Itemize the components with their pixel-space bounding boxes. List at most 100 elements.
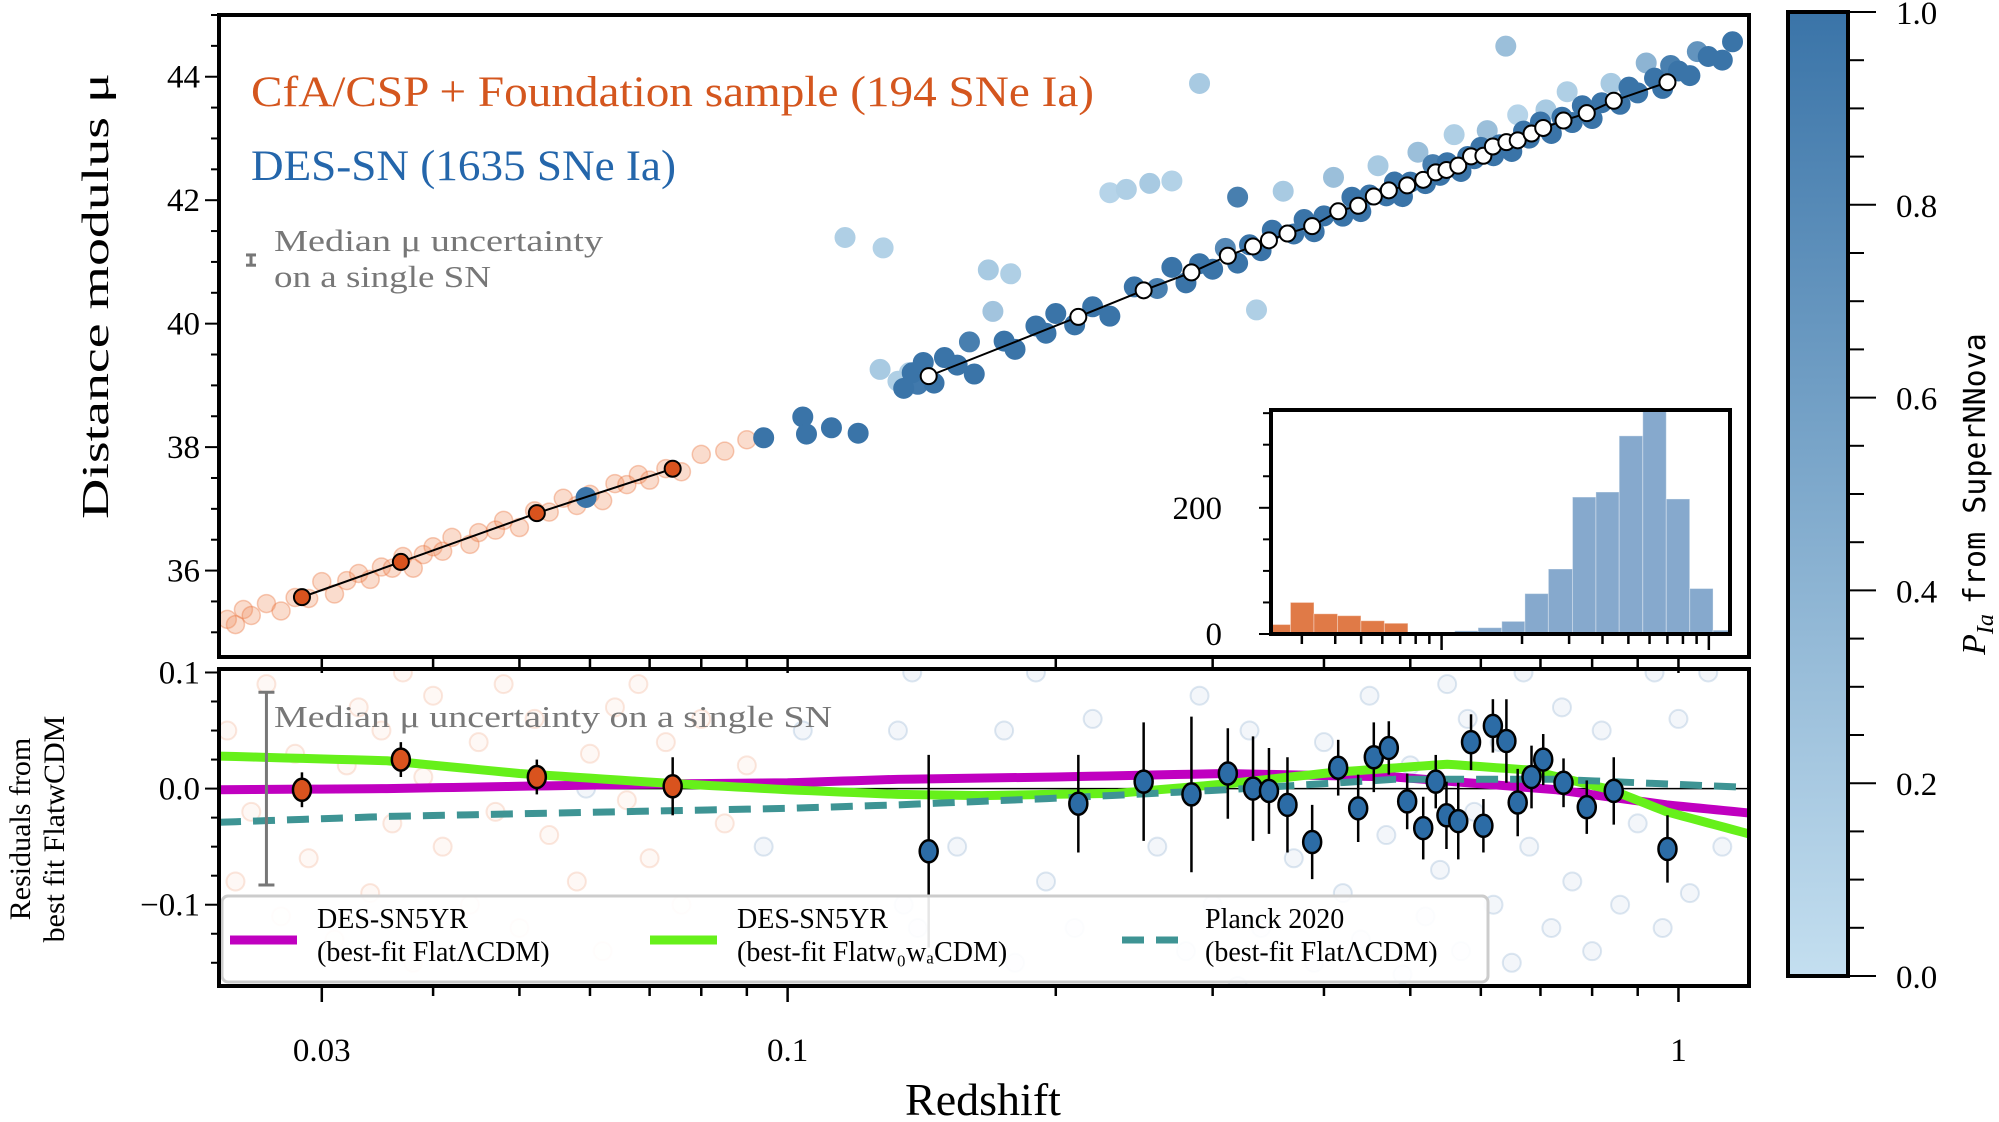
top-panel-frame [217,13,1751,659]
des-binned-residual-point [1603,778,1625,804]
des-sn-point [1495,35,1517,57]
model-curve-des-lcdm [219,769,1749,818]
des-histogram-bar [1618,435,1644,634]
lowz-sn-residual [432,836,453,857]
des-binned-residual-point [1496,728,1517,754]
des-sn-point [869,358,891,380]
colorbar-tick-label: 0.4 [1896,574,1937,610]
des-sn-residual [1644,669,1665,683]
residual-y-tick-label: 0.0 [159,772,200,808]
lowz-sn-residual [566,871,587,892]
legend-label-des-lcdm: DES-SN5YR [317,904,468,935]
des-sn-point [982,300,1004,322]
des-binned-point [1303,217,1322,236]
des-sn-residual [1025,669,1046,683]
lowz-sn-point [493,510,514,531]
hubble-diagram-panel: CfA/CSP + Foundation sample (194 SNe Ia)… [75,13,1751,673]
des-binned-residual-point [1301,829,1323,855]
des-histogram-bar [1689,588,1714,634]
des-sn-point [1722,31,1744,53]
des-binned-point [1278,224,1297,243]
des-binned-point [1364,187,1383,206]
des-binned-residual-point [1068,791,1089,816]
colorbar-tick-label: 0.2 [1896,767,1937,803]
des-sn-point [1367,155,1389,177]
des-histogram-bar [1524,593,1549,634]
des-sn-residual [902,669,923,683]
des-sample-label: DES-SN (1635 SNe Ia) [251,143,676,190]
des-binned-point [1604,91,1623,110]
des-binned-residual-point [1181,782,1202,807]
lowz-binned-residual-point [662,774,683,799]
inset-y-tick-label: 0 [1206,617,1223,653]
des-sn-point [1115,178,1137,200]
lowz-binned-point [527,504,546,523]
median-uncertainty-label-line2: on a single SN [274,259,491,294]
top-y-tick-label: 42 [167,183,200,219]
colorbar-gradient [1786,10,1850,978]
des-sn-point [1227,186,1249,208]
lowz-sn-point [256,593,277,614]
lowz-sn-point [219,609,238,630]
lowz-sn-residual [392,669,413,683]
legend: DES-SN5YR (best-fit FlatΛCDM) DES-SN5YR … [220,894,1490,984]
colorbar-tick-label: 0.6 [1896,382,1937,418]
lowz-sn-residual [493,674,514,695]
colorbar-ticks: 0.0 0.2 0.4 0.6 0.8 1.0 [1848,0,1937,996]
des-sn-residual [1430,859,1451,880]
inset-axes: 0 200 [1173,412,1711,653]
des-sn-point [1099,305,1121,327]
lowz-sn-residual [639,848,660,869]
des-binned-residual-point [1482,713,1504,739]
des-sn-point [753,427,775,449]
des-sn-residual [887,720,908,741]
des-sn-residual [1147,836,1168,857]
des-binned-point [1069,307,1088,326]
des-binned-point [919,367,938,386]
des-sn-point [1679,65,1701,87]
lowz-sn-residual [298,848,319,869]
des-sn-point [1000,263,1022,285]
lowz-sn-residual [655,732,676,753]
des-sn-point [1045,302,1067,324]
des-binned-residual-point [1460,729,1482,755]
lowz-sn-residual [225,871,246,892]
lowz-sn-residual [736,755,757,776]
des-sn-point [1161,256,1183,278]
des-binned-point [1577,104,1596,123]
des-binned-residual-point [1347,796,1369,821]
des-sn-residual [1541,917,1562,938]
des-sn-residual [1610,894,1631,915]
des-binned-point [1259,231,1278,250]
lowz-sn-point [233,599,254,620]
des-binned-residual-point [1507,790,1528,815]
des-histogram-bar [1572,496,1597,634]
des-sn-residual [947,836,968,857]
residual-panel: Median μ uncertainty on a single SN DES-… [4,655,1751,1069]
des-binned-residual-point [1553,770,1574,796]
des-sn-point [1189,72,1211,94]
des-sn-residual [1376,825,1397,846]
colorbar-label-subscript: Ia [1973,614,1999,635]
lowz-sn-point [460,534,480,555]
des-sn-point [1556,81,1578,103]
des-sn-residual [1457,708,1478,729]
des-binned-residual-point [1133,769,1154,794]
des-sn-residual [1627,813,1648,834]
x-axis-label: Redshift [905,1074,1061,1122]
des-sn-residual [1519,836,1540,857]
lowz-sn-residual [691,708,712,729]
lowz-sn-residual [539,825,560,846]
des-binned-residual-point [1258,778,1280,804]
top-y-tick-label: 40 [167,307,200,343]
des-sn-residual [1437,674,1458,695]
lowz-binned-residual-point [526,764,548,790]
colorbar-tick-label: 0.0 [1896,960,1937,996]
top-data-layer [219,31,1744,635]
colorbar-label-symbol: P [1956,634,1993,656]
des-sn-point [1272,180,1294,202]
des-binned-residual-point [1576,794,1598,820]
des-sn-point [958,331,980,353]
des-sn-residual [1189,685,1210,706]
